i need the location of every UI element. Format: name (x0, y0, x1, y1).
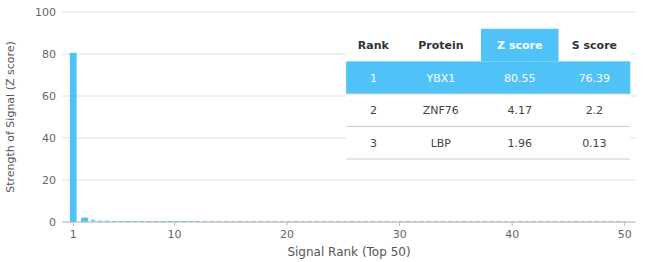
y-tick-label: 40 (42, 132, 56, 145)
x-tick (624, 222, 625, 226)
x-tick-label: 40 (505, 228, 519, 241)
table-header-highlight (481, 29, 558, 62)
table-cell: LBP (431, 137, 452, 150)
table-cell: 2.2 (586, 104, 604, 117)
x-axis-label: Signal Rank (Top 50) (287, 245, 410, 259)
y-tick-label: 100 (35, 6, 56, 19)
x-tick (174, 222, 175, 226)
bar (70, 53, 77, 222)
y-tick-label: 0 (49, 216, 56, 229)
table-cell: 0.13 (582, 137, 607, 150)
y-axis-label: Strength of Signal (Z score) (4, 41, 17, 193)
table-background (346, 29, 630, 159)
table-cell: 1 (370, 72, 377, 85)
grid-line (62, 222, 636, 223)
table-cell: 3 (370, 137, 377, 150)
table-separator (346, 159, 630, 160)
y-tick-label: 60 (42, 90, 56, 103)
x-tick-label: 30 (393, 228, 407, 241)
table-header: Rank (358, 39, 390, 52)
x-tick (512, 222, 513, 226)
table-header: Z score (497, 39, 542, 52)
line (85, 218, 625, 222)
y-tick-label: 20 (42, 174, 56, 187)
x-tick-label: 1 (70, 228, 77, 241)
x-axis-line (62, 222, 636, 223)
table-header: Protein (418, 39, 463, 52)
grid-line (62, 180, 636, 181)
table: Rank Protein Z score S score 1 YBX1 80.55 76.39… (346, 29, 630, 159)
table-cell: 4.17 (508, 104, 533, 117)
chart: 0 20 40 60 80 100 1 10 20 30 40 50 Signal Rank (Top … (0, 0, 650, 262)
table-cell: ZNF76 (423, 104, 459, 117)
x-tick-label: 10 (168, 228, 182, 241)
table-separator (346, 93, 630, 94)
table-cell: YBX1 (425, 72, 455, 85)
table-header: S score (572, 39, 617, 52)
table-cell: 1.96 (508, 137, 533, 150)
grid-line (62, 12, 636, 13)
table-separator (346, 126, 630, 127)
x-tick-label: 50 (618, 228, 632, 241)
y-tick-label: 80 (42, 48, 56, 61)
x-tick (399, 222, 400, 226)
x-tick (73, 222, 74, 226)
table-row-highlight (346, 61, 630, 94)
x-tick (287, 222, 288, 226)
table-cell: 80.55 (504, 72, 536, 85)
x-tick-label: 20 (280, 228, 294, 241)
table-cell: 2 (370, 104, 377, 117)
table-cell: 76.39 (579, 72, 611, 85)
